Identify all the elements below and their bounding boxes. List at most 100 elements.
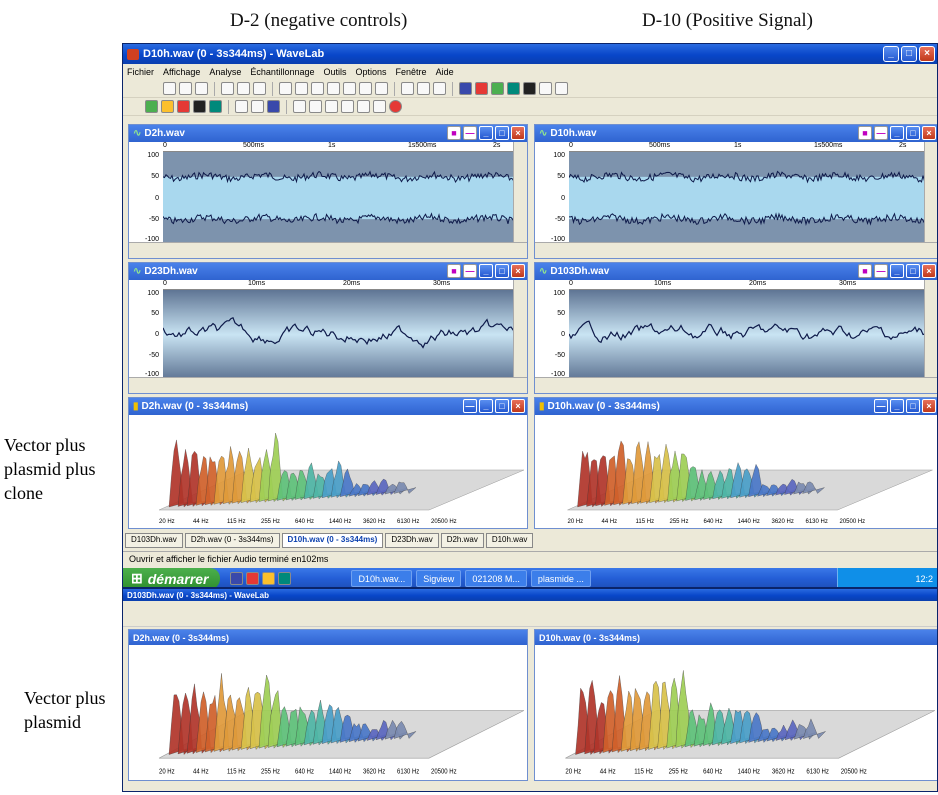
quicklaunch-ie-icon[interactable] xyxy=(230,572,244,585)
3d-spectrum-plot[interactable]: 20 Hz 44 Hz 115 Hz 255 Hz 640 Hz 1440 Hz 3620 … xyxy=(535,415,938,529)
speaker-small-icon[interactable] xyxy=(235,100,248,113)
menu-outils[interactable]: Outils xyxy=(323,67,347,77)
vertical-zoom-scrollbar[interactable] xyxy=(513,280,527,377)
meter-icon[interactable] xyxy=(523,82,536,95)
maximize-button[interactable]: □ xyxy=(901,46,917,62)
start-button[interactable]: ⊞ démarrer xyxy=(123,568,221,587)
sub-close-button[interactable]: × xyxy=(511,126,525,140)
doc-tab[interactable]: D103Dh.wav xyxy=(125,533,183,548)
stop-icon[interactable] xyxy=(325,100,338,113)
eq-icon[interactable] xyxy=(209,100,222,113)
sub-minimize-button[interactable]: _ xyxy=(890,126,904,140)
waveform-plot[interactable] xyxy=(569,290,926,379)
spectrum-icon[interactable] xyxy=(507,82,520,95)
sub-close-button[interactable]: × xyxy=(922,264,936,278)
quicklaunch-app-icon[interactable] xyxy=(246,572,260,585)
tile-icon[interactable] xyxy=(359,82,372,95)
view-toggle-button[interactable]: ■ xyxy=(447,264,461,278)
meter-green-icon[interactable] xyxy=(145,100,158,113)
speaker-icon[interactable] xyxy=(327,82,340,95)
tool-icon[interactable] xyxy=(555,82,568,95)
doc-tab[interactable]: D2h.wav (0 - 3s344ms) xyxy=(184,533,280,548)
3d-spectrum-plot[interactable]: 20 Hz 44 Hz 115 Hz 255 Hz 640 Hz 1440 Hz 3620 … xyxy=(129,645,528,781)
sub-maximize-button[interactable]: □ xyxy=(495,126,509,140)
sub-minimize-button[interactable]: _ xyxy=(479,126,493,140)
menu-options[interactable]: Options xyxy=(355,67,387,77)
redo-icon[interactable] xyxy=(295,82,308,95)
paste-icon[interactable] xyxy=(253,82,266,95)
vertical-zoom-scrollbar[interactable] xyxy=(924,280,937,377)
layout-button[interactable]: — xyxy=(874,126,888,140)
doc-tab[interactable]: D23Dh.wav xyxy=(385,533,439,548)
pause-icon[interactable] xyxy=(267,100,280,113)
waveform-plot[interactable] xyxy=(569,152,926,244)
doc-tab[interactable]: D10h.wav xyxy=(485,533,534,548)
task-document[interactable]: 021208 M... xyxy=(465,570,527,587)
sub-maximize-button[interactable]: □ xyxy=(906,399,920,413)
sub-close-button[interactable]: × xyxy=(922,126,936,140)
sub-minimize-button[interactable]: _ xyxy=(890,399,904,413)
task-sigview[interactable]: Sigview xyxy=(416,570,462,587)
window-layout-icon[interactable] xyxy=(343,82,356,95)
horizontal-scrollbar[interactable] xyxy=(129,242,527,258)
task-plasmide-folder[interactable]: plasmide ... xyxy=(530,570,591,587)
marker-icon[interactable] xyxy=(417,82,430,95)
zoom-icon[interactable] xyxy=(401,82,414,95)
menu-fichier[interactable]: Fichier xyxy=(127,67,155,77)
sub-minimize-button[interactable]: _ xyxy=(890,264,904,278)
forward-icon[interactable] xyxy=(309,100,322,113)
sub-close-button[interactable]: × xyxy=(511,264,525,278)
loop-icon[interactable] xyxy=(433,82,446,95)
save-icon[interactable] xyxy=(195,82,208,95)
record-device-icon[interactable] xyxy=(475,82,488,95)
vertical-zoom-scrollbar[interactable] xyxy=(513,142,527,242)
clock-icon[interactable] xyxy=(539,82,552,95)
waveform-plot[interactable] xyxy=(163,152,515,244)
horizontal-scrollbar[interactable] xyxy=(129,377,527,393)
monitor-icon[interactable] xyxy=(459,82,472,95)
bars-icon[interactable] xyxy=(193,100,206,113)
cut-icon[interactable] xyxy=(221,82,234,95)
new-file-icon[interactable] xyxy=(163,82,176,95)
menu-echantillonnage[interactable]: Échantillonnage xyxy=(250,67,315,77)
view-toggle-button[interactable]: ■ xyxy=(858,264,872,278)
menu-affichage[interactable]: Affichage xyxy=(163,67,201,77)
menu-aide[interactable]: Aide xyxy=(435,67,454,77)
3d-spectrum-plot[interactable]: 20 Hz 44 Hz 115 Hz 255 Hz 640 Hz 1440 Hz 3620 … xyxy=(535,645,938,781)
view-toggle-button[interactable]: ■ xyxy=(858,126,872,140)
open-file-icon[interactable] xyxy=(179,82,192,95)
skip-start-icon[interactable] xyxy=(341,100,354,113)
3d-spectrum-plot[interactable]: 20 Hz 44 Hz 115 Hz 255 Hz 640 Hz 1440 Hz 3620 … xyxy=(129,415,528,529)
sub-maximize-button[interactable]: □ xyxy=(906,126,920,140)
meter-yellow-icon[interactable] xyxy=(161,100,174,113)
undo-icon[interactable] xyxy=(279,82,292,95)
sub-close-button[interactable]: × xyxy=(511,399,525,413)
layout-button[interactable]: — xyxy=(874,399,888,413)
quicklaunch-media-icon[interactable] xyxy=(278,572,292,585)
layout-button[interactable]: — xyxy=(463,126,477,140)
cascade-icon[interactable] xyxy=(375,82,388,95)
minimize-button[interactable]: _ xyxy=(883,46,899,62)
loop-play-icon[interactable] xyxy=(373,100,386,113)
waveform-plot[interactable] xyxy=(163,290,515,379)
layout-button[interactable]: — xyxy=(463,399,477,413)
menu-analyse[interactable]: Analyse xyxy=(209,67,242,77)
menu-fenetre[interactable]: Fenêtre xyxy=(395,67,427,77)
vertical-zoom-scrollbar[interactable] xyxy=(924,142,937,242)
horizontal-scrollbar[interactable] xyxy=(535,242,937,258)
sub-maximize-button[interactable]: □ xyxy=(495,399,509,413)
layout-button[interactable]: — xyxy=(874,264,888,278)
layout-button[interactable]: — xyxy=(463,264,477,278)
view-toggle-button[interactable]: ■ xyxy=(447,126,461,140)
sub-maximize-button[interactable]: □ xyxy=(495,264,509,278)
sub-maximize-button[interactable]: □ xyxy=(906,264,920,278)
copy-icon[interactable] xyxy=(237,82,250,95)
record-icon[interactable] xyxy=(389,100,402,113)
doc-tab[interactable]: D2h.wav xyxy=(440,533,484,548)
task-wavelab[interactable]: D10h.wav... xyxy=(351,570,413,587)
sub-minimize-button[interactable]: _ xyxy=(479,399,493,413)
rewind-icon[interactable] xyxy=(293,100,306,113)
close-button[interactable]: × xyxy=(919,46,935,62)
quicklaunch-folder-icon[interactable] xyxy=(262,572,276,585)
key-icon[interactable] xyxy=(251,100,264,113)
